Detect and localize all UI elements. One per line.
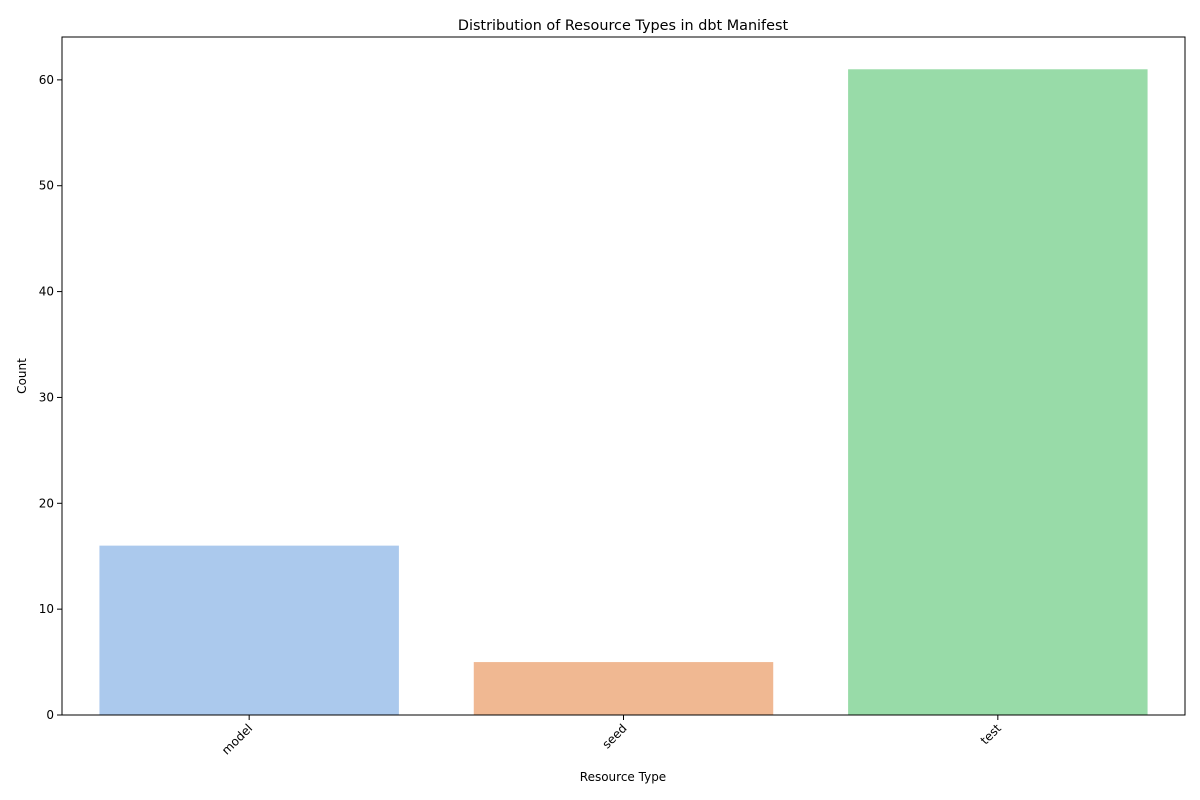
x-axis-label: Resource Type: [580, 770, 666, 784]
y-axis-label: Count: [15, 358, 29, 394]
bars-layer: [99, 69, 1148, 716]
x-tick-label: model: [219, 721, 255, 757]
x-tick-label: seed: [599, 721, 629, 751]
y-tick-label: 10: [39, 602, 54, 616]
y-tick-label: 20: [39, 496, 54, 510]
bar-seed: [473, 662, 774, 715]
x-tick-label: test: [978, 721, 1004, 747]
y-tick-label: 60: [39, 73, 54, 87]
y-tick-label: 30: [39, 390, 54, 404]
y-tick-label: 50: [39, 179, 54, 193]
y-tick-label: 0: [46, 708, 54, 722]
plot-frame: [61, 36, 1186, 716]
chart-title: Distribution of Resource Types in dbt Ma…: [458, 18, 789, 34]
bar-test: [848, 69, 1148, 716]
y-tick-label: 40: [39, 285, 54, 299]
bar-model: [99, 545, 399, 715]
